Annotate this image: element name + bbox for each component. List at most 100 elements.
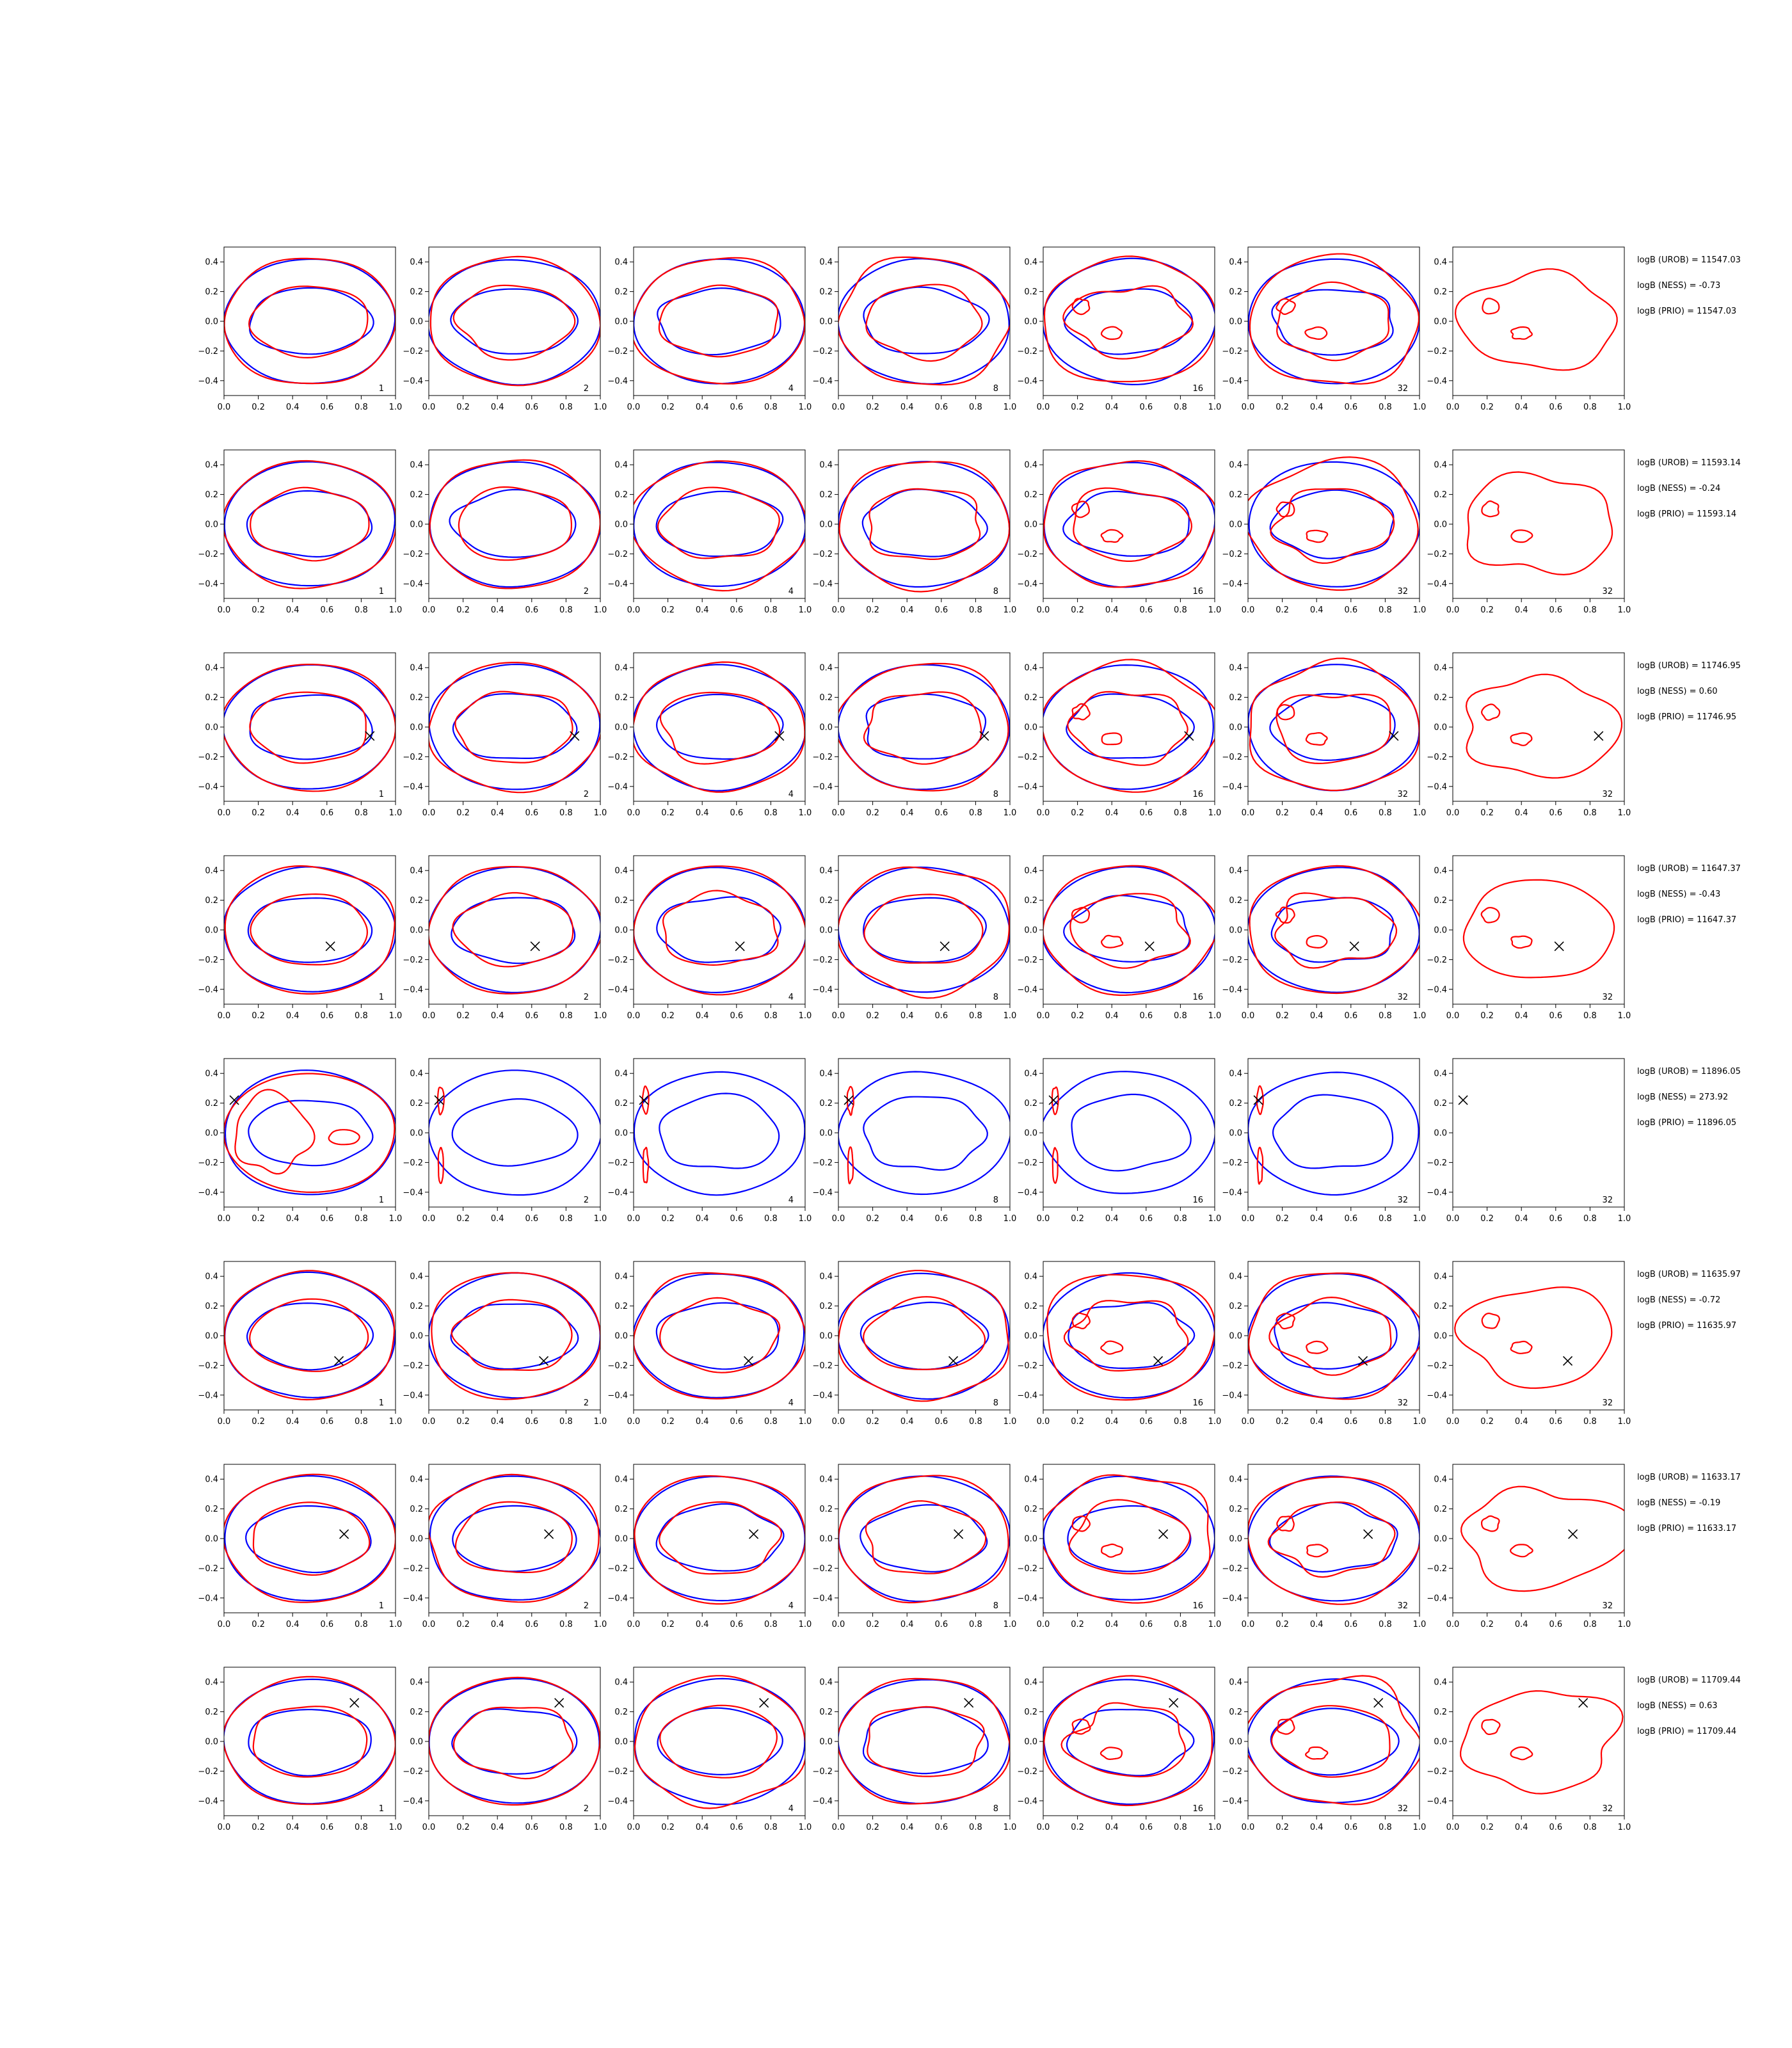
y-tick-label: 0.2 bbox=[614, 1505, 628, 1514]
y-tick-label: −0.4 bbox=[198, 1188, 218, 1197]
logb-stat-text: logB (UROB) = 11633.17 bbox=[1637, 1473, 1741, 1482]
panel-size-label: 1 bbox=[379, 1601, 384, 1611]
x-tick-label: 0.4 bbox=[1515, 1417, 1528, 1427]
x-tick-label: 0.6 bbox=[1139, 403, 1153, 412]
y-tick-label: −0.2 bbox=[1222, 347, 1242, 356]
y-tick-label: 0.4 bbox=[1229, 1069, 1242, 1079]
y-tick-label: −0.2 bbox=[812, 956, 833, 965]
y-tick-label: −0.4 bbox=[607, 1188, 628, 1197]
x-tick-label: 0.0 bbox=[1446, 403, 1460, 412]
y-tick-label: 0.4 bbox=[1024, 461, 1037, 470]
panel-size-label: 1 bbox=[379, 1398, 384, 1408]
x-tick-label: 0.6 bbox=[525, 605, 538, 615]
red-inner-contour bbox=[252, 1706, 368, 1778]
blue-inner-contour bbox=[865, 693, 987, 760]
blue-inner-contour bbox=[863, 286, 990, 355]
panel-plot bbox=[634, 460, 805, 592]
y-tick-label: −0.4 bbox=[198, 1391, 218, 1400]
y-tick-label: 0.2 bbox=[819, 896, 833, 906]
x-tick-label: 0.2 bbox=[1480, 1620, 1494, 1629]
y-tick-label: 0.4 bbox=[614, 867, 628, 876]
red-thin-contour bbox=[847, 1146, 854, 1185]
x-tick-label: 0.2 bbox=[1480, 1417, 1494, 1427]
x-tick-label: 0.0 bbox=[1037, 605, 1050, 615]
blue-inner-contour bbox=[450, 1303, 579, 1370]
x-tick-label: 1.0 bbox=[1004, 808, 1017, 818]
red-small-contour bbox=[1276, 501, 1295, 518]
x-tick-label: 0.6 bbox=[934, 1620, 948, 1629]
x-marker bbox=[333, 1356, 344, 1366]
red-outer-contour bbox=[1043, 255, 1215, 383]
x-tick-label: 0.8 bbox=[1583, 1214, 1597, 1224]
panel-plot bbox=[1465, 673, 1623, 779]
panel-plot bbox=[1043, 255, 1215, 386]
panel-r8-c6: 0.0 0.2 0.4 0.6 0.8 1.0 −0.4 −0.2 0.0 0.2 0.4 32 bbox=[1222, 1667, 1426, 1832]
y-tick-label: 0.0 bbox=[410, 1332, 423, 1341]
panel-size-label: 2 bbox=[584, 1601, 589, 1611]
red-outer-contour bbox=[224, 1270, 395, 1401]
y-tick-label: 0.2 bbox=[1024, 490, 1037, 500]
x-tick-label: 0.2 bbox=[661, 605, 675, 615]
x-tick-label: 0.6 bbox=[320, 605, 333, 615]
logb-stat-text: logB (PRIO) = 11647.37 bbox=[1637, 915, 1736, 925]
logb-stat-text: logB (UROB) = 11547.03 bbox=[1637, 255, 1741, 265]
x-tick-label: 0.4 bbox=[900, 1823, 914, 1832]
y-tick-label: −0.2 bbox=[1017, 1564, 1037, 1574]
logb-stat-text: logB (PRIO) = 11746.95 bbox=[1637, 712, 1736, 722]
panel-r7-c3: 0.0 0.2 0.4 0.6 0.8 1.0 −0.4 −0.2 0.0 0.2 0.4 4 bbox=[607, 1464, 812, 1629]
y-tick-label: −0.4 bbox=[403, 1188, 423, 1197]
y-tick-label: 0.2 bbox=[1229, 1708, 1242, 1717]
x-tick-label: 0.0 bbox=[627, 1823, 641, 1832]
blue-inner-contour bbox=[861, 488, 988, 557]
y-tick-label: 0.0 bbox=[1229, 1535, 1242, 1544]
x-tick-label: 0.4 bbox=[1515, 1620, 1528, 1629]
x-marker bbox=[639, 1095, 649, 1105]
y-tick-label: 0.4 bbox=[1229, 1678, 1242, 1688]
red-outer-contour bbox=[1043, 659, 1215, 793]
red-outer-contour bbox=[1046, 1274, 1215, 1401]
panel-size-label: 2 bbox=[584, 1196, 589, 1205]
y-tick-label: 0.2 bbox=[819, 1302, 833, 1311]
red-inner-contour bbox=[1270, 1705, 1391, 1778]
x-tick-label: 0.8 bbox=[764, 1011, 778, 1021]
panel-r4-c7: 0.0 0.2 0.4 0.6 0.8 1.0 −0.4 −0.2 0.0 0.2 0.4 32 bbox=[1427, 855, 1631, 1021]
y-tick-label: 0.4 bbox=[205, 1678, 218, 1688]
panel-plot bbox=[224, 257, 396, 385]
y-tick-label: −0.4 bbox=[1017, 376, 1037, 386]
red-small-contour bbox=[1481, 500, 1500, 518]
x-tick-label: 0.4 bbox=[1310, 605, 1324, 615]
blue-outer-contour bbox=[429, 259, 600, 386]
x-tick-label: 1.0 bbox=[1208, 1214, 1222, 1224]
y-tick-label: 0.2 bbox=[614, 896, 628, 906]
panel-size-label: 32 bbox=[1397, 1601, 1408, 1611]
y-tick-label: 0.2 bbox=[1229, 896, 1242, 906]
x-tick-label: 0.8 bbox=[1379, 808, 1392, 818]
y-tick-label: −0.4 bbox=[198, 1594, 218, 1603]
x-tick-label: 0.2 bbox=[661, 403, 675, 412]
axes-frame bbox=[1043, 652, 1215, 802]
axes-frame bbox=[223, 1058, 396, 1208]
y-tick-label: −0.4 bbox=[1017, 985, 1037, 995]
panel-size-label: 4 bbox=[788, 1804, 794, 1814]
x-tick-label: 0.2 bbox=[1480, 403, 1494, 412]
x-tick-label: 0.8 bbox=[1583, 605, 1597, 615]
panel-size-label: 8 bbox=[993, 993, 998, 1002]
x-marker bbox=[1458, 1095, 1468, 1105]
y-tick-label: 0.2 bbox=[1434, 693, 1447, 703]
panel-size-label: 8 bbox=[993, 1804, 998, 1814]
logb-stat-text: logB (PRIO) = 11593.14 bbox=[1637, 509, 1736, 519]
red-small-contour bbox=[1306, 1544, 1329, 1558]
y-tick-label: 0.2 bbox=[1434, 1505, 1447, 1514]
panel-size-label: 4 bbox=[788, 384, 794, 394]
y-tick-label: 0.0 bbox=[205, 1332, 218, 1341]
x-tick-label: 0.0 bbox=[1037, 1620, 1050, 1629]
axes-frame bbox=[1043, 855, 1215, 1005]
axes-frame bbox=[428, 449, 601, 599]
y-tick-label: 0.0 bbox=[1434, 1738, 1447, 1747]
y-tick-label: 0.0 bbox=[1024, 1535, 1037, 1544]
y-tick-label: −0.4 bbox=[607, 1796, 628, 1806]
x-tick-label: 0.2 bbox=[866, 1417, 879, 1427]
x-tick-label: 0.4 bbox=[1105, 808, 1119, 818]
logb-stat-text: logB (PRIO) = 11896.05 bbox=[1637, 1118, 1736, 1128]
y-tick-label: 0.2 bbox=[205, 1302, 218, 1311]
